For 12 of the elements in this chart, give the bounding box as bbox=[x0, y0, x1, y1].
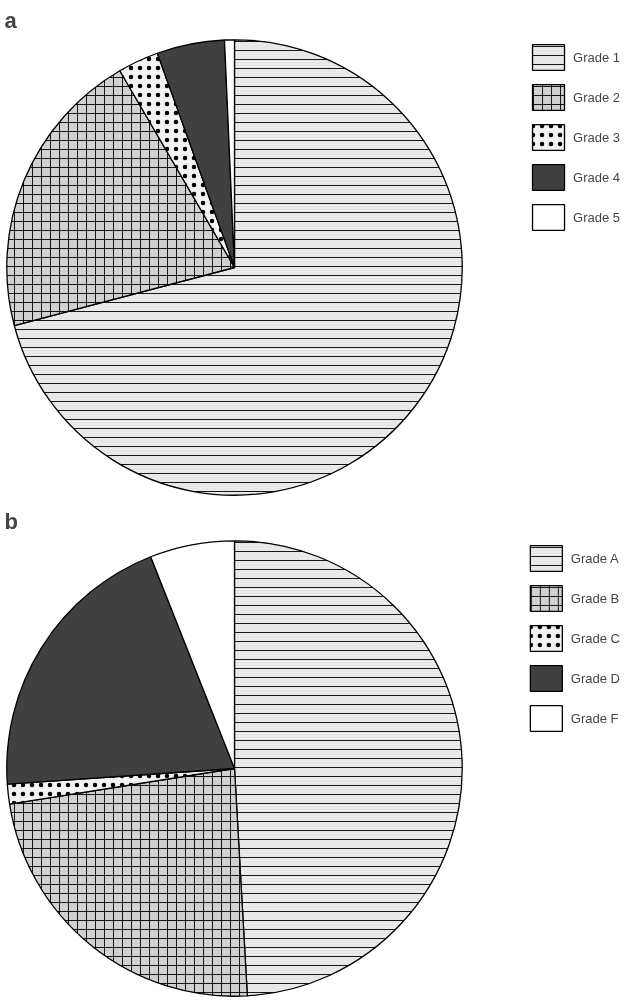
legend-label: Grade F bbox=[570, 710, 619, 726]
legend-label: Grade B bbox=[570, 590, 620, 606]
legend-label: Grade D bbox=[570, 670, 620, 686]
legend-label: Grade 3 bbox=[573, 129, 620, 145]
legend-label: Grade 5 bbox=[573, 209, 620, 225]
legend-label: Grade A bbox=[570, 550, 619, 566]
legend-label: Grade 1 bbox=[573, 49, 620, 65]
legend-label: Grade 4 bbox=[573, 169, 620, 185]
chart-title: a bbox=[4, 7, 18, 33]
legend-label: Grade 2 bbox=[573, 89, 620, 105]
legend-label: Grade C bbox=[570, 630, 620, 646]
chart-title: b bbox=[4, 508, 18, 534]
